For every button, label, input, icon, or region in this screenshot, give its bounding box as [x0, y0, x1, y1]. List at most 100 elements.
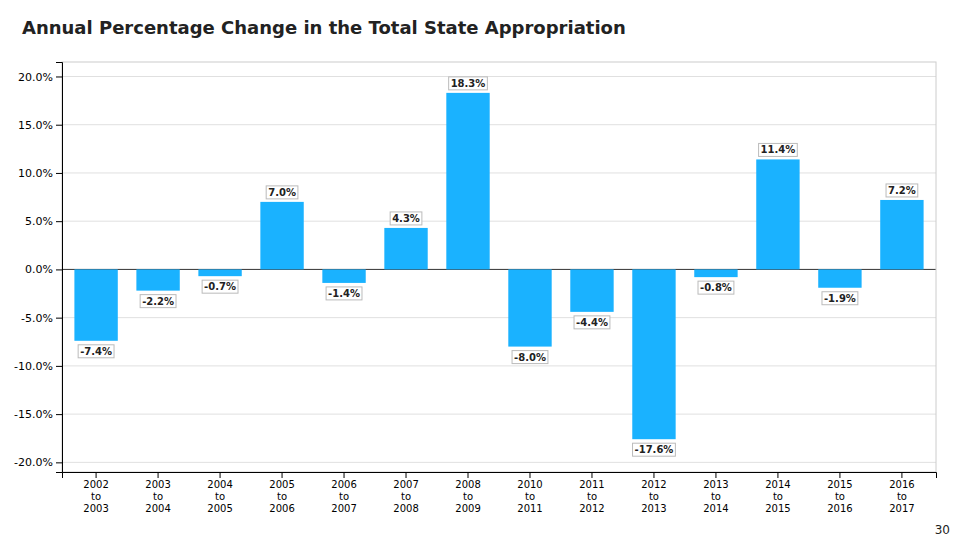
y-tick: -5.0% [21, 312, 62, 325]
tick-label: 2014to2015 [765, 479, 790, 514]
data-label: -0.8% [700, 282, 732, 293]
tick-label-line: to [401, 491, 411, 502]
tick-label: 2003to2004 [145, 479, 170, 514]
bar [756, 159, 799, 269]
y-tick: 0.0% [25, 263, 62, 276]
tick-mark [591, 472, 592, 478]
label-box [822, 292, 858, 305]
tick-label-line: 2013 [703, 479, 728, 490]
tick-label-line: 2014 [703, 503, 728, 514]
tick-label-line: to [91, 491, 101, 502]
tick-label: -20.0% [14, 456, 53, 469]
tick-label-line: 2013 [641, 503, 666, 514]
tick-mark [839, 472, 840, 478]
tick-label: 15.0% [18, 119, 53, 132]
tick-label-line: 2012 [579, 503, 604, 514]
data-label: 7.2% [888, 185, 916, 196]
tick-label-line: 2005 [207, 503, 232, 514]
zero-line [62, 269, 936, 270]
tick-label-line: 2014 [765, 479, 790, 490]
tick-label: 2004to2005 [207, 479, 232, 514]
data-label: 7.0% [268, 187, 296, 198]
x-axis: 2002to20032003to20042004to20052005to2006… [63, 472, 937, 514]
tick-mark [715, 472, 716, 478]
tick-mark [56, 173, 62, 174]
x-tick: 2006to2007 [331, 472, 356, 514]
data-label-group: 18.3% [449, 77, 488, 90]
tick-label-line: to [463, 491, 473, 502]
tick-mark [56, 366, 62, 367]
x-tick: 2015to2016 [827, 472, 852, 514]
tick-mark [901, 472, 902, 478]
label-box [140, 295, 176, 308]
grid-line [62, 317, 936, 318]
tick-mark [96, 472, 97, 478]
grid-line [62, 124, 936, 125]
tick-label-line: 2011 [517, 503, 542, 514]
data-label: 18.3% [451, 78, 486, 89]
x-tick: 2011to2012 [579, 472, 604, 514]
tick-label-line: 2004 [207, 479, 232, 490]
bar [260, 202, 303, 270]
tick-label-line: 2006 [269, 503, 294, 514]
data-label: -0.7% [204, 281, 236, 292]
label-box [698, 281, 734, 294]
tick-label-line: to [153, 491, 163, 502]
tick-label-line: 2017 [889, 503, 914, 514]
tick-label-line: 2007 [331, 503, 356, 514]
x-tick: 2008to2009 [455, 472, 480, 514]
tick-mark [56, 221, 62, 222]
grid-line [62, 221, 936, 222]
label-box [390, 212, 422, 225]
data-label-group: 4.3% [390, 212, 422, 225]
plot: -20.0% -15.0% -10.0% -5.0% 0.0% 5.0% 10.0% 15.0… [14, 62, 936, 514]
data-label: -17.6% [635, 444, 674, 455]
tick-label: 2010to2011 [517, 479, 542, 514]
data-label: -1.4% [328, 288, 360, 299]
data-label-group: -2.2% [140, 295, 176, 308]
tick-mark [158, 472, 159, 478]
tick-label-line: 2002 [83, 479, 108, 490]
bar [384, 228, 427, 269]
tick-label-line: 2003 [145, 479, 170, 490]
x-tick: 2002to2003 [83, 472, 108, 514]
tick-mark [56, 125, 62, 126]
y-tick: -10.0% [14, 360, 62, 373]
tick-mark [777, 472, 778, 478]
bar [880, 200, 923, 269]
x-tick: 2014to2015 [765, 472, 790, 514]
tick-label-line: 2005 [269, 479, 294, 490]
data-label-group: -4.4% [574, 316, 610, 329]
tick-label: 2007to2008 [393, 479, 418, 514]
x-tick: 2005to2006 [269, 472, 294, 514]
tick-label-line: to [711, 491, 721, 502]
tick-mark [282, 472, 283, 478]
tick-label: 0.0% [25, 263, 53, 276]
x-tick: 2004to2005 [207, 472, 232, 514]
tick-label: 10.0% [18, 167, 53, 180]
data-label: -1.9% [824, 293, 856, 304]
x-tick: 2013to2014 [703, 472, 728, 514]
tick-label-line: 2010 [517, 479, 542, 490]
x-tick: 2012to2013 [641, 472, 666, 514]
bar [508, 269, 551, 346]
label-box [574, 316, 610, 329]
tick-label-line: 2016 [827, 503, 852, 514]
data-label-group: 11.4% [759, 143, 798, 156]
x-tick: 2007to2008 [393, 472, 418, 514]
label-box [78, 345, 114, 358]
tick-mark [468, 472, 469, 478]
label-box [633, 443, 676, 456]
x-tick: 2003to2004 [145, 472, 170, 514]
y-tick: -15.0% [14, 408, 62, 421]
tick-label: 5.0% [25, 215, 53, 228]
grid-line [62, 462, 936, 463]
tick-label: 2012to2013 [641, 479, 666, 514]
tick-label-line: to [587, 491, 597, 502]
x-tick: 2016to2017 [889, 472, 914, 514]
tick-mark [529, 472, 530, 478]
tick-label: 2005to2006 [269, 479, 294, 514]
tick-mark [653, 472, 654, 478]
tick-mark [344, 472, 345, 478]
bars [74, 93, 923, 439]
